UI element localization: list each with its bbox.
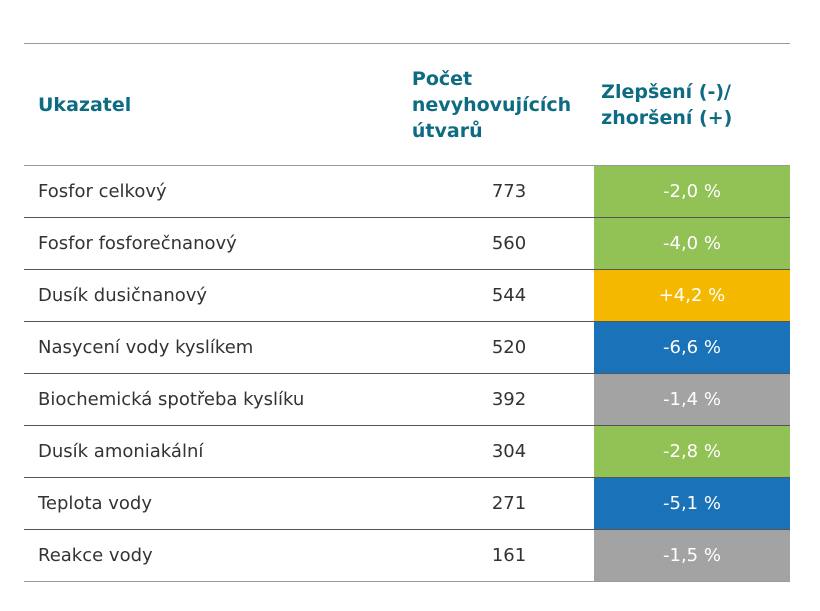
indicator-cell: Nasycení vody kyslíkem (38, 337, 254, 358)
count-cell: 304 (491, 441, 527, 462)
change-cell: -6,6 % (594, 322, 790, 373)
header-indicator: Ukazatel (38, 93, 132, 116)
indicator-cell: Fosfor fosforečnanový (38, 233, 237, 254)
count-cell: 773 (491, 181, 527, 202)
table-row: Reakce vody 161 -1,5 % (24, 530, 790, 582)
indicator-cell: Dusík amoniakální (38, 441, 204, 462)
table-row: Biochemická spotřeba kyslíku 392 -1,4 % (24, 374, 790, 426)
change-cell: +4,2 % (594, 270, 790, 321)
change-cell: -2,0 % (594, 166, 790, 217)
header-count: Počet nevyhovujících útvarů (411, 67, 572, 142)
table-row: Dusík amoniakální 304 -2,8 % (24, 426, 790, 478)
indicator-cell: Dusík dusičnanový (38, 285, 208, 306)
count-cell: 560 (491, 233, 527, 254)
table-header: Ukazatel Počet nevyhovujících útvarů Zle… (24, 44, 790, 166)
count-cell: 271 (491, 493, 527, 514)
table-row: Nasycení vody kyslíkem 520 -6,6 % (24, 322, 790, 374)
table-row: Teplota vody 271 -5,1 % (24, 478, 790, 530)
change-cell: -5,1 % (594, 478, 790, 529)
header-change: Zlepšení (-)/ zhoršení (+) (601, 80, 733, 129)
indicator-cell: Fosfor celkový (38, 181, 167, 202)
table-row: Dusík dusičnanový 544 +4,2 % (24, 270, 790, 322)
count-cell: 544 (491, 285, 527, 306)
indicator-cell: Reakce vody (38, 545, 153, 566)
indicator-cell: Teplota vody (38, 493, 153, 514)
count-cell: 161 (491, 545, 527, 566)
data-table: Ukazatel Počet nevyhovujících útvarů Zle… (24, 43, 790, 582)
count-cell: 392 (491, 389, 527, 410)
change-cell: -1,5 % (594, 530, 790, 581)
table-row: Fosfor fosforečnanový 560 -4,0 % (24, 218, 790, 270)
table-row: Fosfor celkový 773 -2,0 % (24, 166, 790, 218)
change-cell: -4,0 % (594, 218, 790, 269)
indicator-cell: Biochemická spotřeba kyslíku (38, 389, 305, 410)
count-cell: 520 (491, 337, 527, 358)
change-cell: -1,4 % (594, 374, 790, 425)
change-cell: -2,8 % (594, 426, 790, 477)
